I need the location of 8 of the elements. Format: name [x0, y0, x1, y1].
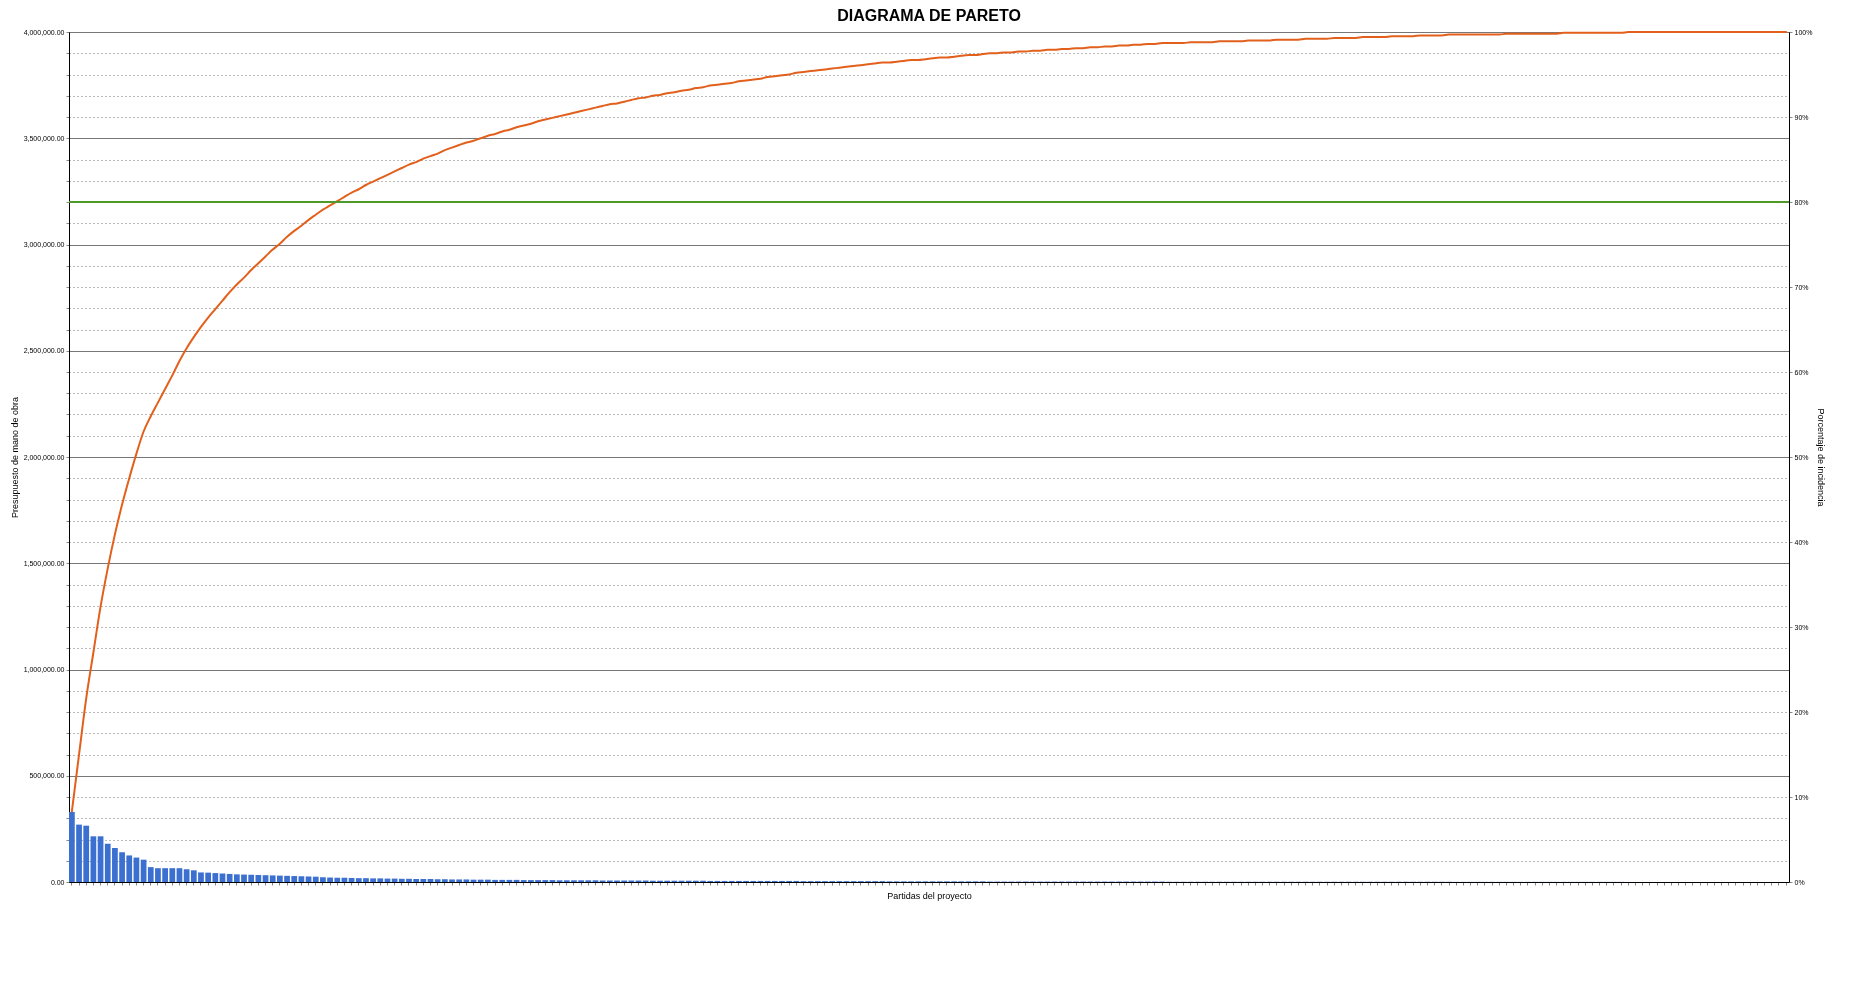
line-series — [70, 31, 1788, 813]
x-axis-title: Partidas del proyecto — [887, 890, 972, 901]
bar — [262, 875, 269, 882]
chart-title: DIAGRAMA DE PARETO — [837, 7, 1021, 24]
bar — [298, 876, 305, 882]
bar — [305, 876, 312, 882]
y-axis-title: Presupuesto de mano de obra — [9, 396, 20, 519]
y2-axis-title: Porcentaje de incidencia — [1816, 408, 1827, 507]
